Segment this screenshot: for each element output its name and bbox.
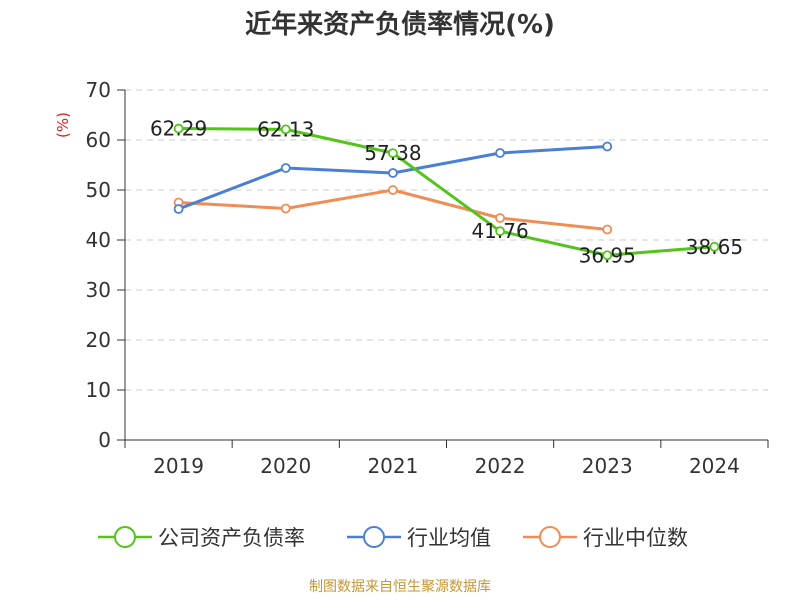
legend-marker bbox=[539, 526, 561, 548]
data-point bbox=[709, 241, 720, 252]
source-note: 制图数据来自恒生聚源数据库 bbox=[309, 579, 491, 595]
x-tick-label: 2020 bbox=[260, 454, 311, 478]
data-point bbox=[388, 185, 398, 195]
series-2 bbox=[173, 185, 613, 235]
legend-label: 行业中位数 bbox=[583, 526, 688, 550]
y-tick-label: 40 bbox=[86, 228, 111, 252]
y-tick-label: 20 bbox=[86, 328, 111, 352]
series-line bbox=[178, 127, 715, 257]
x-tick-label: 2021 bbox=[367, 454, 418, 478]
data-point bbox=[602, 250, 613, 261]
x-tick-label: 2022 bbox=[475, 454, 526, 478]
data-point bbox=[173, 123, 184, 134]
y-tick-label: 10 bbox=[86, 378, 111, 402]
data-point bbox=[388, 168, 398, 178]
data-point bbox=[280, 163, 291, 173]
data-point bbox=[388, 148, 398, 159]
y-axis-label: (%) bbox=[54, 112, 72, 138]
data-point bbox=[495, 148, 505, 158]
y-tick-label: 60 bbox=[86, 128, 111, 152]
y-tick-label: 50 bbox=[86, 178, 111, 202]
data-point bbox=[602, 224, 613, 235]
data-point bbox=[173, 204, 184, 214]
data-label: 41.76 bbox=[471, 219, 528, 243]
data-point bbox=[280, 124, 291, 135]
legend: 公司资产负债率 行业均值 行业中位数 bbox=[98, 526, 688, 550]
grid-lines bbox=[125, 89, 768, 391]
legend-marker bbox=[363, 526, 385, 548]
data-point bbox=[495, 213, 505, 223]
series-0 bbox=[173, 123, 720, 261]
data-label: 36.95 bbox=[579, 243, 636, 267]
data-label: 57.38 bbox=[364, 141, 421, 165]
series-1 bbox=[173, 141, 613, 214]
legend-label: 公司资产负债率 bbox=[158, 526, 305, 550]
legend-label: 行业均值 bbox=[407, 526, 491, 550]
data-label: 62.29 bbox=[150, 117, 207, 141]
axes: 0 10 20 30 40 50 60 70 2019 2020 2021 2022 2023 2024 bbox=[86, 78, 769, 478]
x-tick-label: 2019 bbox=[153, 454, 204, 478]
series-layer bbox=[173, 123, 720, 261]
y-tick-label: 0 bbox=[98, 428, 111, 452]
x-tick-label: 2023 bbox=[582, 454, 633, 478]
data-point bbox=[280, 203, 291, 214]
data-label: 38.65 bbox=[686, 235, 743, 259]
x-tick-label: 2024 bbox=[689, 454, 740, 478]
legend-marker bbox=[114, 526, 136, 548]
chart-title: 近年来资产负债率情况(%) bbox=[245, 9, 555, 40]
y-tick-label: 70 bbox=[86, 78, 111, 102]
legend-item: 行业均值 bbox=[347, 526, 491, 550]
series-line bbox=[178, 188, 608, 231]
legend-item: 公司资产负债率 bbox=[98, 526, 305, 550]
y-tick-label: 30 bbox=[86, 278, 111, 302]
data-labels: 62.29 62.13 57.38 41.76 36.95 38.65 bbox=[150, 117, 743, 268]
data-label: 62.13 bbox=[257, 117, 314, 141]
data-point bbox=[602, 141, 613, 152]
legend-item: 行业中位数 bbox=[523, 526, 688, 550]
data-point bbox=[495, 226, 505, 237]
